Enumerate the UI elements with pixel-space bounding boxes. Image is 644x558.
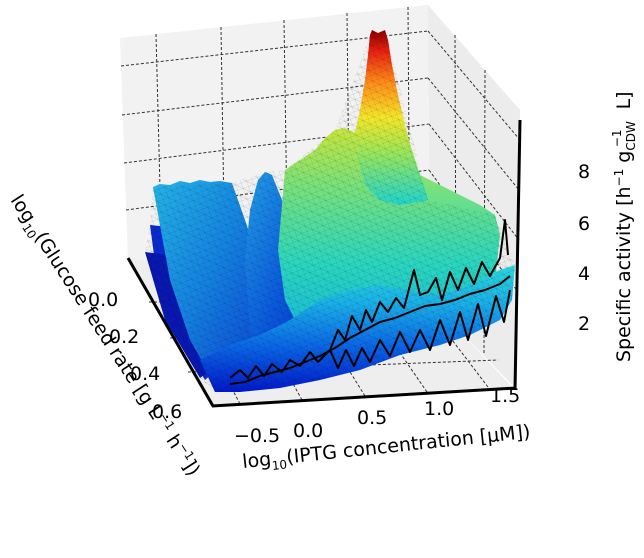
y-axis-ticks: 0.0 0.2 0.4 0.6 (88, 289, 182, 423)
lower-curve (229, 275, 511, 385)
svg-text:1.5: 1.5 (490, 385, 520, 407)
svg-text:0.0: 0.0 (293, 420, 323, 442)
svg-text:1.0: 1.0 (424, 398, 454, 420)
x-axis-ticks: −0.5 0.0 0.5 1.0 1.5 (234, 385, 520, 447)
svg-text:0.2: 0.2 (109, 326, 139, 348)
svg-text:−0.5: −0.5 (234, 425, 280, 447)
z-axis-ticks: 8 6 4 2 (578, 161, 590, 335)
x-axis-label: log10(IPTG concentration [µM]) (241, 421, 531, 476)
axis-lines (126, 119, 522, 408)
svg-text:0.6: 0.6 (152, 401, 182, 423)
surface (145, 30, 515, 392)
svg-text:0.5: 0.5 (357, 407, 387, 429)
svg-text:6: 6 (578, 213, 590, 235)
x-axis-line (211, 386, 517, 408)
y-axis-line (126, 257, 215, 407)
wave-lower (329, 289, 511, 369)
overlay-curves (229, 219, 511, 385)
svg-text:8: 8 (578, 161, 590, 183)
z-axis-line (513, 119, 522, 391)
svg-text:0.4: 0.4 (130, 363, 160, 385)
z-axis-label: Specific activity [h−1 gCDW−1 L] (610, 91, 638, 362)
svg-text:0.0: 0.0 (88, 289, 118, 311)
svg-text:4: 4 (578, 263, 590, 285)
svg-text:2: 2 (578, 313, 590, 335)
